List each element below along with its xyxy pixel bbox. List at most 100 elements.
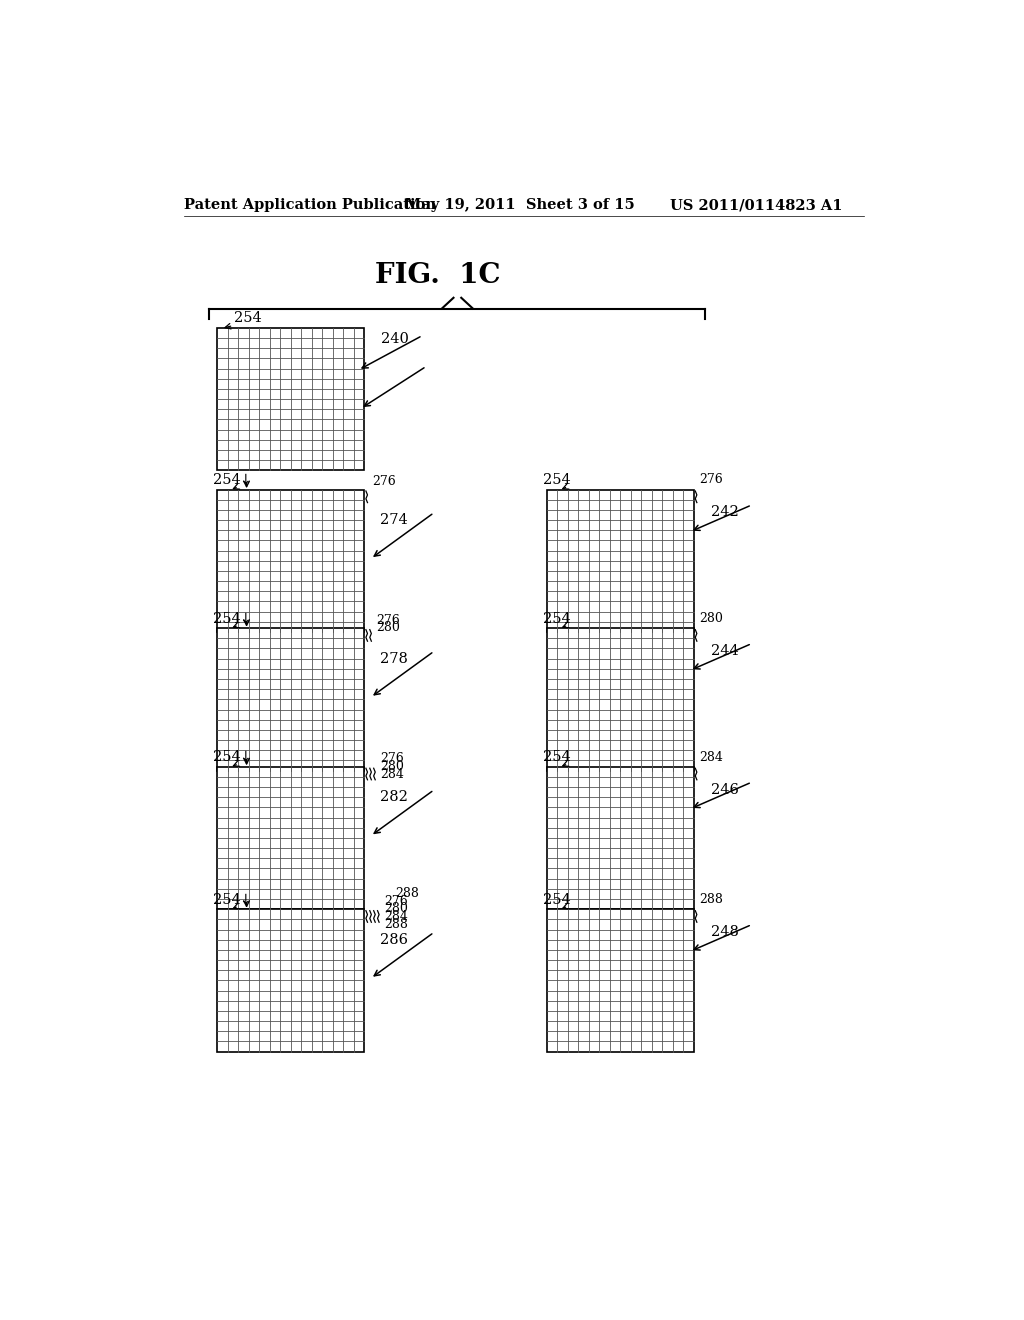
Bar xyxy=(291,1001,301,1011)
Bar xyxy=(599,970,609,981)
Bar xyxy=(354,730,365,741)
Bar xyxy=(663,808,673,817)
Bar xyxy=(609,981,621,990)
Bar xyxy=(311,838,323,849)
Bar xyxy=(239,409,249,420)
Bar xyxy=(333,389,343,399)
Bar xyxy=(301,678,311,689)
Bar xyxy=(249,730,259,741)
Bar xyxy=(609,950,621,960)
Bar xyxy=(291,1022,301,1031)
Bar xyxy=(343,639,354,648)
Bar xyxy=(673,669,683,678)
Text: 278: 278 xyxy=(380,652,408,665)
Bar xyxy=(249,550,259,561)
Bar xyxy=(259,368,269,379)
Bar xyxy=(269,808,281,817)
Bar xyxy=(343,710,354,719)
Bar xyxy=(291,520,301,531)
Bar xyxy=(567,970,579,981)
Bar xyxy=(641,581,651,591)
Bar xyxy=(651,849,663,858)
Bar xyxy=(281,540,291,550)
Bar xyxy=(227,429,239,440)
Bar xyxy=(281,838,291,849)
Bar xyxy=(323,1001,333,1011)
Bar xyxy=(683,797,693,808)
Bar xyxy=(333,1022,343,1031)
Bar xyxy=(281,561,291,572)
Bar xyxy=(249,611,259,622)
Bar xyxy=(609,787,621,797)
Bar xyxy=(651,531,663,540)
Bar xyxy=(599,500,609,510)
Bar xyxy=(557,1022,567,1031)
Bar xyxy=(333,500,343,510)
Bar xyxy=(673,520,683,531)
Bar xyxy=(291,817,301,828)
Bar xyxy=(683,1031,693,1041)
Bar xyxy=(269,981,281,990)
Bar xyxy=(651,858,663,869)
Bar xyxy=(663,669,673,678)
Bar xyxy=(311,970,323,981)
Bar xyxy=(333,689,343,700)
Bar xyxy=(631,817,641,828)
Bar xyxy=(579,828,589,838)
Bar xyxy=(239,710,249,719)
Bar xyxy=(579,611,589,622)
Bar xyxy=(239,602,249,611)
Bar xyxy=(291,420,301,429)
Bar xyxy=(663,929,673,940)
Bar xyxy=(291,940,301,950)
Bar xyxy=(343,409,354,420)
Bar xyxy=(323,879,333,888)
Bar xyxy=(281,1001,291,1011)
Bar xyxy=(291,500,301,510)
Bar xyxy=(631,919,641,929)
Text: 276: 276 xyxy=(372,475,396,488)
Text: 254: 254 xyxy=(213,611,241,626)
Bar xyxy=(663,700,673,710)
Bar xyxy=(239,741,249,750)
Bar xyxy=(333,869,343,879)
Bar xyxy=(291,602,301,611)
Bar xyxy=(239,869,249,879)
Bar xyxy=(567,1022,579,1031)
Bar xyxy=(589,591,599,602)
Bar xyxy=(621,561,631,572)
Bar xyxy=(249,540,259,550)
Bar xyxy=(343,420,354,429)
Bar xyxy=(281,611,291,622)
Bar xyxy=(281,399,291,409)
Text: US 2011/0114823 A1: US 2011/0114823 A1 xyxy=(671,198,843,213)
Bar xyxy=(291,849,301,858)
Bar xyxy=(641,531,651,540)
Text: May 19, 2011  Sheet 3 of 15: May 19, 2011 Sheet 3 of 15 xyxy=(406,198,635,213)
Bar xyxy=(281,648,291,659)
Bar xyxy=(589,849,599,858)
Bar xyxy=(651,659,663,669)
Text: 254: 254 xyxy=(213,892,241,907)
Bar xyxy=(311,327,323,338)
Bar xyxy=(589,838,599,849)
Bar xyxy=(311,338,323,348)
Bar xyxy=(301,1022,311,1031)
Bar xyxy=(281,669,291,678)
Bar xyxy=(609,520,621,531)
Bar xyxy=(281,639,291,648)
Bar xyxy=(323,1011,333,1022)
Bar xyxy=(333,950,343,960)
Bar xyxy=(259,981,269,990)
Bar xyxy=(311,849,323,858)
Bar xyxy=(547,628,693,771)
Bar xyxy=(631,550,641,561)
Bar xyxy=(239,689,249,700)
Bar xyxy=(301,1011,311,1022)
Bar xyxy=(599,561,609,572)
Bar xyxy=(354,710,365,719)
Text: ↓: ↓ xyxy=(239,892,251,907)
Bar xyxy=(249,1022,259,1031)
Bar xyxy=(281,950,291,960)
Bar xyxy=(249,368,259,379)
